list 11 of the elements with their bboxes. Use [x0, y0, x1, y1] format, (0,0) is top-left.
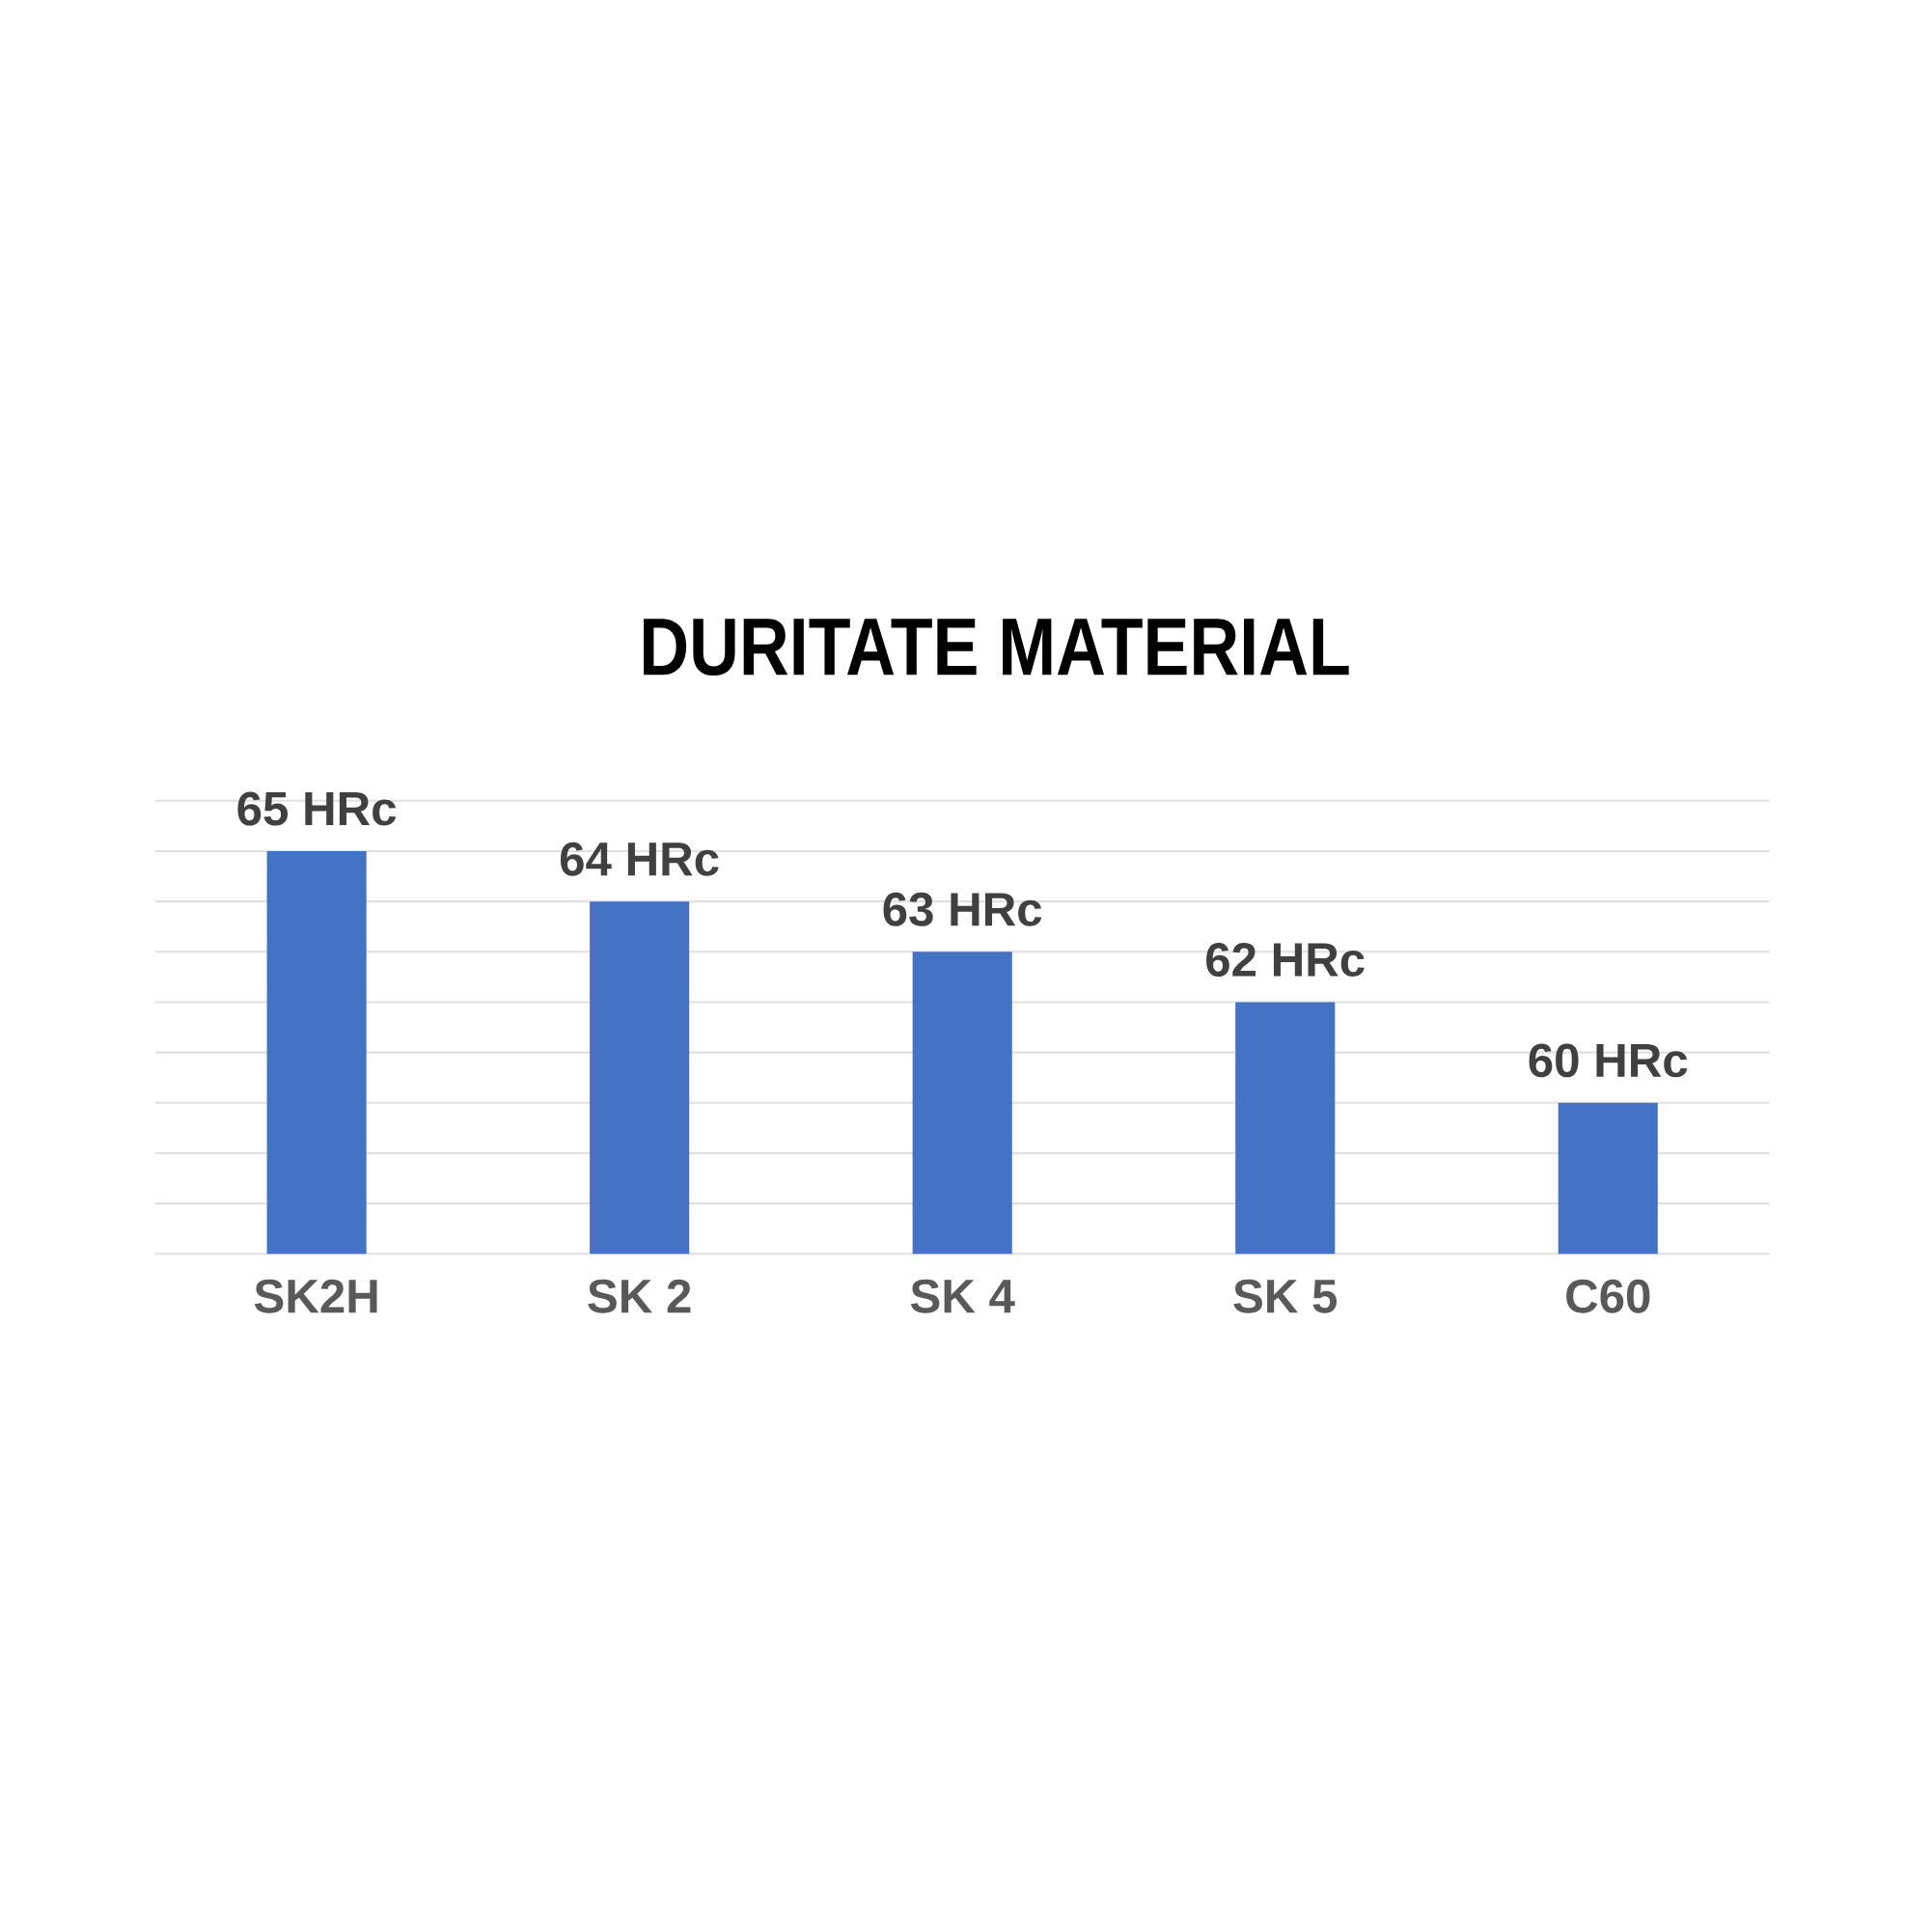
data-label: 65 HRc — [237, 791, 397, 826]
chart-title: DURITATE MATERIAL — [644, 619, 1349, 676]
data-label: 60 HRc — [1529, 1043, 1688, 1078]
x-tick-label: SK 5 — [1233, 1279, 1338, 1313]
x-tick-label: C60 — [1566, 1279, 1650, 1313]
x-tick-label: SK 2 — [588, 1279, 691, 1313]
data-label: 64 HRc — [560, 842, 719, 876]
x-tick-label: SK 4 — [910, 1279, 1015, 1313]
x-tick-label: SK2H — [254, 1279, 377, 1313]
data-label: 62 HRc — [1206, 943, 1365, 977]
data-label: 63 HRc — [883, 892, 1042, 926]
